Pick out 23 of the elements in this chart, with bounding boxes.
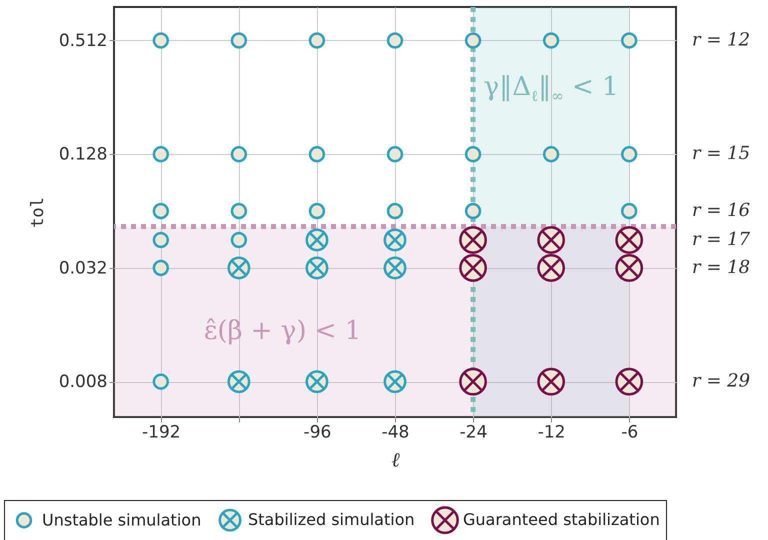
x-tick-label: -192 bbox=[142, 422, 181, 442]
y-tick-label: 0.512 bbox=[58, 30, 108, 51]
text: r = 15 bbox=[692, 143, 750, 164]
text: r = 29 bbox=[692, 370, 750, 392]
legend-label: Stabilized simulation bbox=[248, 510, 415, 530]
x-axis-title: ℓ bbox=[391, 448, 400, 472]
text: r = 18 bbox=[692, 256, 750, 278]
text: r = 12 bbox=[692, 29, 750, 50]
x-tick-label: -12 bbox=[538, 422, 566, 442]
legend-label: Unstable simulation bbox=[42, 510, 202, 530]
y-tick-label: 0.032 bbox=[58, 258, 108, 278]
x-tick-label: -48 bbox=[382, 422, 410, 442]
legend-label: Guaranteed stabilization bbox=[463, 510, 660, 530]
y-tick-label: 0.128 bbox=[58, 144, 108, 165]
text: r = 16 bbox=[692, 200, 750, 222]
x-tick-label: -6 bbox=[621, 422, 638, 442]
y-tick-label: 0.008 bbox=[58, 372, 108, 392]
band-label: γ‖Δ$_{ℓ}$‖$_{∞}$ < 1 bbox=[482, 70, 620, 108]
x-tick-label: -24 bbox=[460, 422, 488, 442]
y-axis-title: tol bbox=[28, 197, 48, 228]
band-label: ε̂(β + γ) < 1 bbox=[202, 315, 362, 348]
x-tick-label: -96 bbox=[304, 422, 332, 442]
text: r = 17 bbox=[692, 228, 751, 250]
